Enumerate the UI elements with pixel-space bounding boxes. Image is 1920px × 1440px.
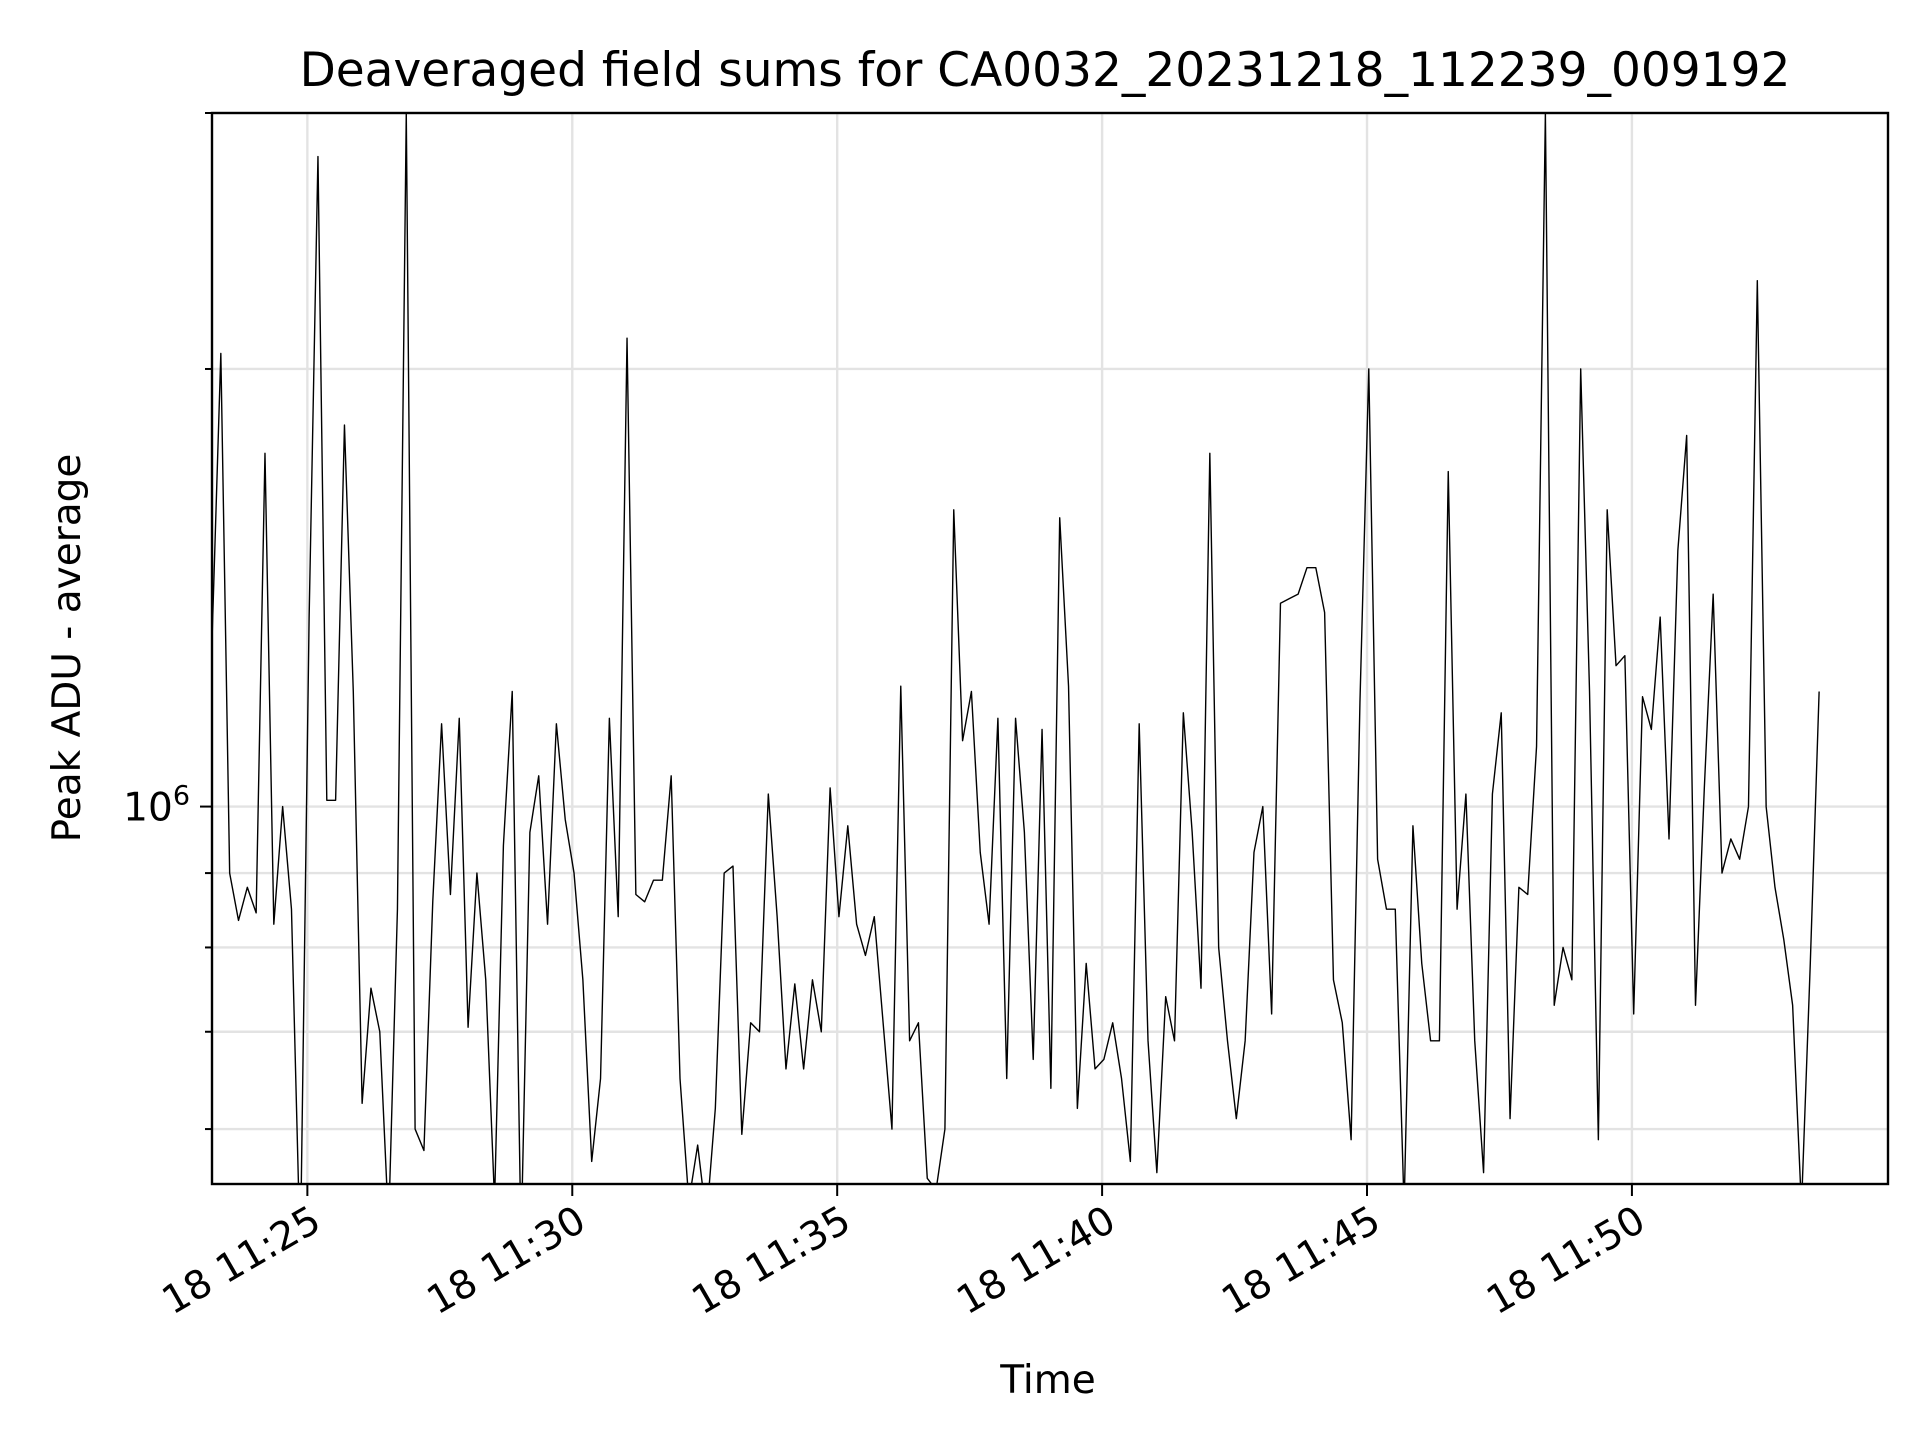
x-axis-label: Time <box>999 1358 1095 1403</box>
x-axis: 18 11:25 18 11:30 18 11:35 18 11:40 18 11:45… <box>155 1184 1653 1324</box>
series-line <box>212 113 1820 1184</box>
x-tick-label: 18 11:50 <box>1479 1198 1653 1324</box>
y-axis: 106 <box>123 112 212 1131</box>
x-tick-label: 18 11:30 <box>420 1198 594 1324</box>
x-tick-label: 18 11:40 <box>950 1198 1124 1324</box>
series-layer <box>212 113 1820 1184</box>
y-axis-label: Peak ADU - average <box>45 454 90 843</box>
x-tick-label: 18 11:45 <box>1214 1198 1388 1324</box>
chart-title: Deaveraged field sums for CA0032_2023121… <box>300 43 1791 98</box>
plot-frame <box>210 111 1890 1186</box>
y-tick-label: 106 <box>123 781 190 831</box>
x-tick-label: 18 11:25 <box>155 1198 329 1324</box>
x-tick-label: 18 11:35 <box>685 1198 859 1324</box>
gridlines <box>212 111 1888 1184</box>
